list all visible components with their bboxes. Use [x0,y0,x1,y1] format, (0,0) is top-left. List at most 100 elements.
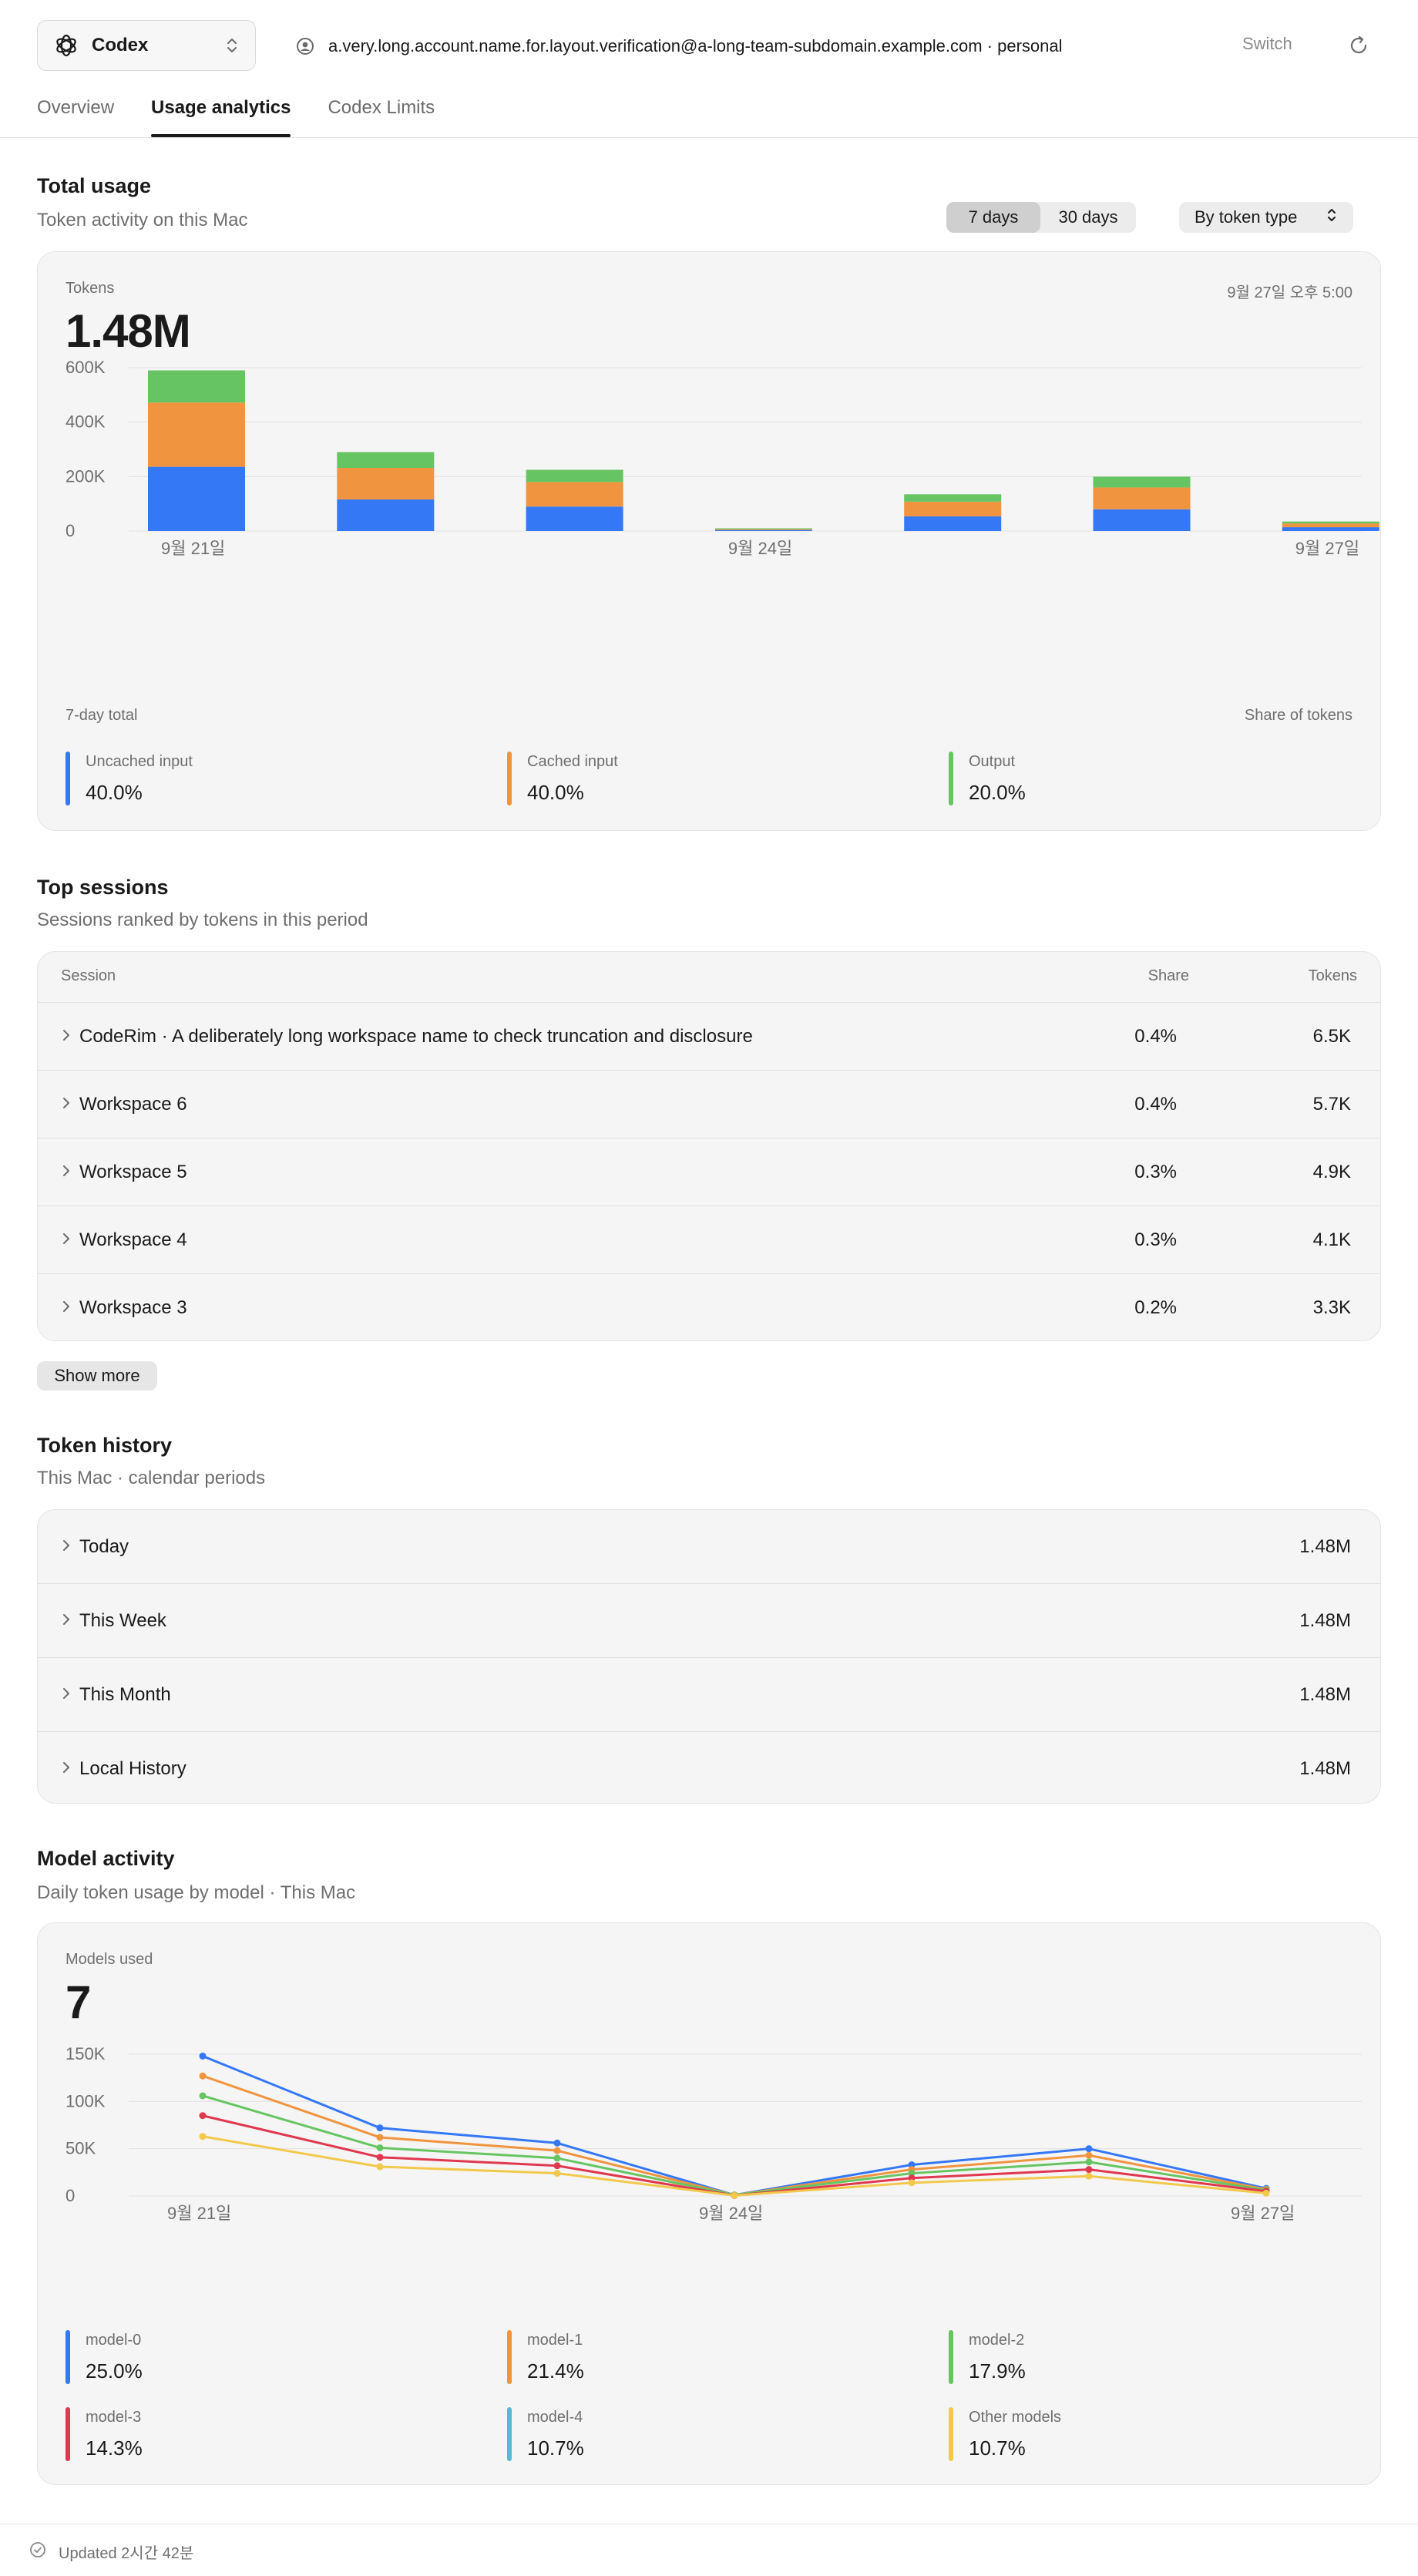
models-used-label: Models used [66,1951,153,1968]
data-point [908,2179,916,2187]
bar-segment [148,370,245,403]
history-row-this-month[interactable]: This Month 1.48M [38,1658,1380,1732]
app-picker[interactable]: Codex [37,20,256,71]
tab-bar: Overview Usage analytics Codex Limits [37,91,435,137]
legend-swatch [66,752,70,805]
data-point [376,2154,384,2161]
table-row[interactable]: Workspace 3 0.2% 3.3K [38,1274,1380,1342]
history-period: This Month [79,1684,171,1705]
y-tick-label: 50K [66,2139,96,2158]
legend-label: Cached input [527,753,618,770]
refresh-icon[interactable] [1347,34,1370,57]
bar-segment [526,482,623,507]
y-tick-label: 0 [66,2186,75,2205]
top-sessions-subtitle: Sessions ranked by tokens in this period [37,910,368,930]
table-row[interactable]: Workspace 5 0.3% 4.9K [38,1138,1380,1206]
data-point [1085,2158,1093,2166]
model-activity-title: Model activity [37,1847,175,1870]
session-name: Workspace 5 [79,1162,187,1182]
table-row[interactable]: Workspace 6 0.4% 5.7K [38,1071,1380,1138]
top-sessions-title: Top sessions [37,876,169,899]
session-share: 0.4% [1134,1026,1177,1047]
model-activity-card: Models used 7 0 50K 100K 150K 9월 21일 9월 24일 9월… [37,1922,1381,2485]
legend-swatch [66,2407,70,2461]
legend-percent: 17.9% [969,2359,1026,2383]
status-footer: Updated 2시간 42분 [29,2541,193,2563]
group-by-value: By token type [1195,207,1298,227]
seven-day-total-label: 7-day total [66,707,138,724]
history-row-today[interactable]: Today 1.48M [38,1510,1380,1584]
tab-codex-limits[interactable]: Codex Limits [328,97,435,118]
table-row[interactable]: CodeRim · A deliberately long workspace … [38,1003,1380,1071]
series-line [202,2094,1267,2197]
x-tick-label: 9월 27일 [1231,2204,1295,2223]
x-tick-label: 9월 27일 [1295,539,1359,558]
chevron-right-icon [63,1165,69,1176]
legend-percent: 21.4% [527,2359,584,2383]
tabs-divider [0,137,1418,138]
history-period: Local History [79,1758,186,1779]
legend-percent: 40.0% [527,781,584,804]
y-tick-label: 0 [66,521,75,540]
openai-logo-icon [53,32,79,59]
legend-percent: 20.0% [969,781,1026,804]
data-point [199,2072,207,2080]
bar-segment [904,494,1002,502]
x-tick-label: 9월 21일 [161,539,225,558]
bar-segment [1282,527,1379,531]
group-by-select[interactable]: By token type [1179,202,1353,233]
legend-percent: 10.7% [527,2436,584,2460]
legend-swatch [507,2330,512,2384]
chevron-right-icon [63,1301,69,1312]
check-circle-icon [29,2541,46,2563]
share-of-tokens-label: Share of tokens [1244,707,1352,724]
legend-label: model-0 [86,2332,142,2349]
history-period: This Week [79,1610,166,1631]
token-type-legend: Uncached input 40.0% Cached input 40.0% … [66,752,1390,805]
legend-label: model-3 [86,2409,142,2426]
x-tick-label: 9월 21일 [167,2204,231,2223]
bar-segment [714,528,812,530]
show-more-button[interactable]: Show more [37,1361,157,1391]
switch-account-button[interactable]: Switch [1242,34,1292,53]
legend-label: Output [969,753,1016,770]
chevron-right-icon [63,1030,69,1041]
column-session: Session [61,967,116,984]
bar-segment [714,529,812,530]
data-point [199,2092,207,2100]
tab-usage-analytics[interactable]: Usage analytics [151,91,291,137]
history-value: 1.48M [1299,1536,1351,1557]
total-usage-subtitle: Token activity on this Mac [37,210,248,230]
token-bar-chart: 0 200K 400K 600K 9월 21일 9월 24일 9월 27일 [66,358,1379,558]
legend-cached-input: Cached input 40.0% [507,752,949,805]
history-row-local-history[interactable]: Local History 1.48M [38,1732,1380,1806]
session-share: 0.4% [1134,1094,1177,1115]
data-point [376,2124,384,2132]
y-tick-label: 150K [66,2044,106,2063]
legend-model-4: model-4 10.7% [507,2407,949,2461]
series-line [202,2135,1267,2197]
updated-status: Updated 2시간 42분 [59,2545,194,2562]
data-point [199,2133,207,2141]
table-row[interactable]: Workspace 4 0.3% 4.1K [38,1206,1380,1274]
range-30-days-button[interactable]: 30 days [1058,207,1118,227]
tab-overview[interactable]: Overview [37,97,115,118]
session-tokens: 5.7K [1312,1094,1351,1115]
data-point [199,2112,207,2120]
token-history-list: Today 1.48M This Week 1.48M This Month 1… [37,1509,1381,1804]
session-tokens: 3.3K [1312,1297,1351,1318]
history-row-this-week[interactable]: This Week 1.48M [38,1584,1380,1658]
data-point [553,2170,561,2177]
tokens-label: Tokens [66,280,115,297]
legend-output: Output 20.0% [949,752,1390,805]
legend-swatch [507,752,512,805]
legend-label: model-2 [969,2332,1025,2349]
range-segmented-control: 7 days 30 days [946,202,1136,233]
history-value: 1.48M [1299,1684,1351,1705]
history-value: 1.48M [1299,1610,1351,1631]
bar-segment [714,530,812,531]
range-7-days-button[interactable]: 7 days [946,202,1040,233]
column-tokens: Tokens [1308,967,1357,984]
legend-other-models: Other models 10.7% [949,2407,1390,2461]
legend-model-2: model-2 17.9% [949,2330,1390,2384]
